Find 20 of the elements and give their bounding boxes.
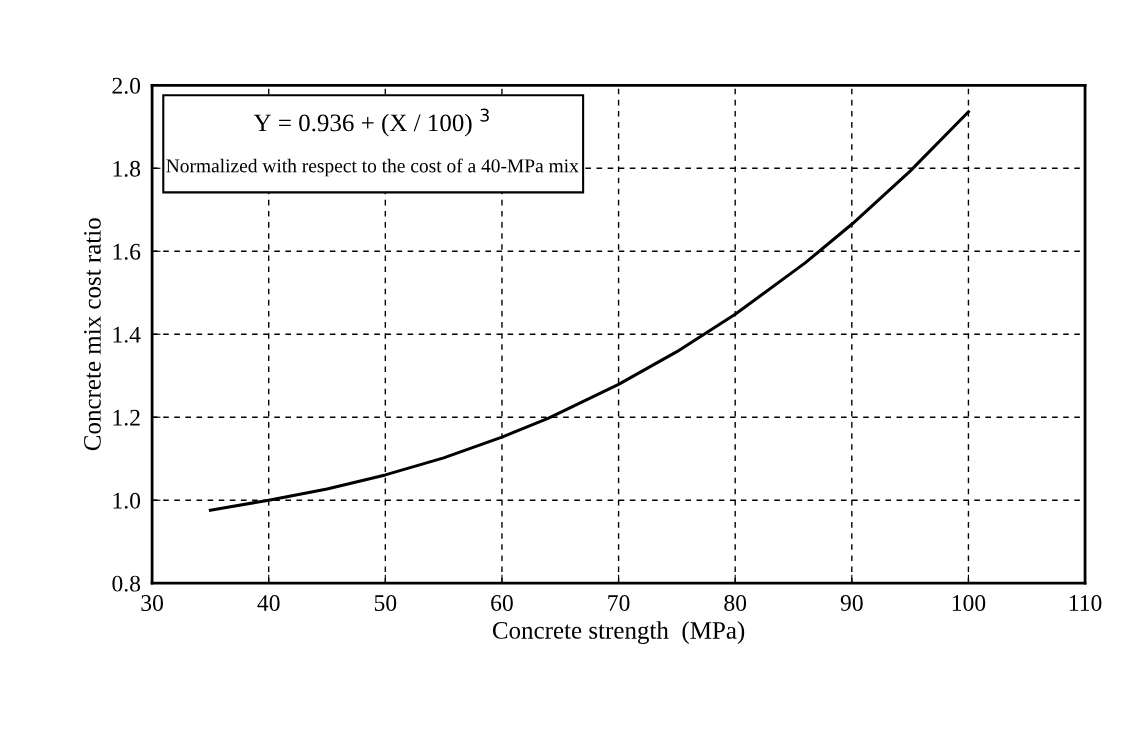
x-tick-label: 80 xyxy=(724,594,747,611)
y-tick-label: 1.4 xyxy=(113,326,141,343)
x-tick-label: 100 xyxy=(952,594,986,611)
x-tick-label: 40 xyxy=(257,594,280,611)
y-tick-label: 1.8 xyxy=(113,160,141,177)
annotation: Y = 0.936 + (X / 100) $^{3}$ xyxy=(253,108,489,137)
y-tick-label: 1.0 xyxy=(113,492,141,509)
x-tick-label: 110 xyxy=(1069,594,1102,611)
y-axis-title: Concrete mix cost ratio xyxy=(84,218,101,451)
x-tick-label: 60 xyxy=(491,594,513,611)
annotation: Normalized with respect to the cost of a 40-MPa mix xyxy=(166,158,579,177)
x-tick-label: 90 xyxy=(840,594,863,611)
y-tick-label: 2.0 xyxy=(112,77,141,94)
x-tick-label: 50 xyxy=(374,594,397,611)
y-tick-label: 1.2 xyxy=(113,409,140,426)
y-tick-label: 0.8 xyxy=(112,575,141,592)
x-tick-label: 30 xyxy=(141,594,163,611)
x-tick-label: 70 xyxy=(608,594,630,611)
x-axis-title: Concrete strength (MPa) xyxy=(492,621,745,645)
y-tick-label: 1.6 xyxy=(113,243,141,260)
